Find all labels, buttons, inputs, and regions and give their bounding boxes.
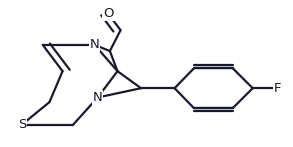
Text: N: N [90, 38, 100, 51]
Text: S: S [18, 118, 26, 131]
Text: O: O [103, 7, 114, 20]
Text: F: F [274, 82, 282, 95]
Text: N: N [93, 91, 103, 104]
